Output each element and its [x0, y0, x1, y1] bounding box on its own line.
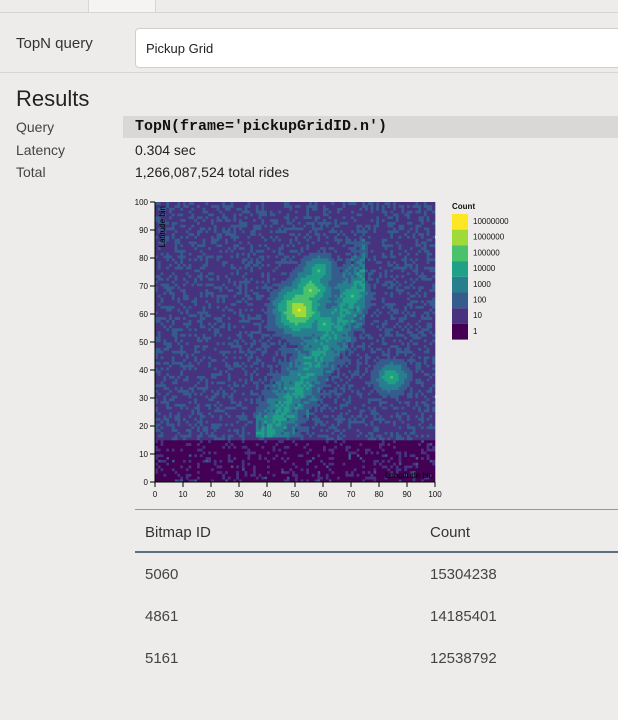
x-tick-label: 100	[428, 490, 442, 499]
legend-label: 1000	[473, 280, 491, 289]
column-header-bitmap-id: Bitmap ID	[145, 524, 211, 541]
legend-swatch	[452, 229, 468, 246]
legend-title: Count	[452, 202, 475, 211]
row-count: 12538792	[430, 650, 497, 667]
y-tick-label: 60	[139, 310, 148, 319]
legend-swatch	[452, 245, 468, 262]
legend-label: 10	[473, 311, 482, 320]
y-tick-label: 100	[135, 198, 149, 207]
query-code-bar	[123, 116, 618, 138]
results-title: Results	[16, 86, 90, 111]
x-tick-label: 60	[319, 490, 328, 499]
query-label: Query	[16, 119, 55, 135]
x-tick-label: 10	[179, 490, 188, 499]
latency-label: Latency	[16, 142, 66, 158]
y-tick-label: 40	[139, 366, 148, 375]
legend-label: 1	[473, 327, 478, 336]
x-tick-label: 0	[153, 490, 158, 499]
x-tick-label: 80	[375, 490, 384, 499]
total-label: Total	[16, 164, 46, 180]
x-tick-label: 30	[235, 490, 244, 499]
total-value: 1,266,087,524 total rides	[135, 164, 290, 180]
y-tick-label: 0	[144, 478, 149, 487]
latency-value: 0.304 sec	[135, 142, 196, 158]
row-count: 14185401	[430, 608, 497, 625]
row-bitmap-id: 4861	[145, 608, 179, 625]
y-tick-label: 80	[139, 254, 148, 263]
y-tick-label: 90	[139, 226, 148, 235]
table-header-divider	[135, 551, 618, 553]
row-count: 15304238	[430, 566, 497, 583]
legend-label: 1000000	[473, 233, 505, 242]
y-tick-label: 10	[139, 450, 148, 459]
tab-active[interactable]	[88, 0, 156, 12]
y-tick-label: 70	[139, 282, 148, 291]
legend-swatch	[452, 308, 468, 324]
x-tick-label: 40	[263, 490, 272, 499]
legend-swatch	[452, 323, 468, 340]
legend-label: 10000	[473, 264, 496, 273]
heatmap-cells	[155, 202, 436, 483]
x-tick-label: 50	[291, 490, 300, 499]
legend-swatch	[452, 261, 468, 277]
x-tick-label: 20	[207, 490, 216, 499]
y-tick-label: 50	[139, 338, 148, 347]
y-tick-label: 30	[139, 394, 148, 403]
topn-query-input[interactable]	[135, 28, 618, 68]
query-code: TopN(frame='pickupGridID.n')	[135, 118, 388, 135]
x-axis-label: Longitude bin	[385, 471, 433, 480]
legend-label: 100	[473, 296, 487, 305]
y-axis-label: Latitude bin	[158, 206, 167, 247]
legend-label: 10000000	[473, 217, 509, 226]
legend-swatch	[452, 276, 468, 293]
legend-label: 100000	[473, 248, 500, 257]
tab-bar	[0, 0, 618, 13]
x-tick-label: 70	[347, 490, 356, 499]
x-tick-label: 90	[403, 490, 412, 499]
y-tick-label: 20	[139, 422, 148, 431]
table-top-border	[135, 509, 618, 510]
row-bitmap-id: 5060	[145, 566, 179, 583]
row-bitmap-id: 5161	[145, 650, 179, 667]
topn-query-label: TopN query	[16, 35, 93, 52]
legend-swatch	[452, 214, 468, 230]
pickup-heatmap: 0 10 20 30 40 50 60 70 80 90 100010203040506070809…	[135, 198, 510, 499]
column-header-count: Count	[430, 524, 471, 541]
legend-swatch	[452, 292, 468, 309]
topn-query-row: TopN query	[0, 12, 618, 73]
